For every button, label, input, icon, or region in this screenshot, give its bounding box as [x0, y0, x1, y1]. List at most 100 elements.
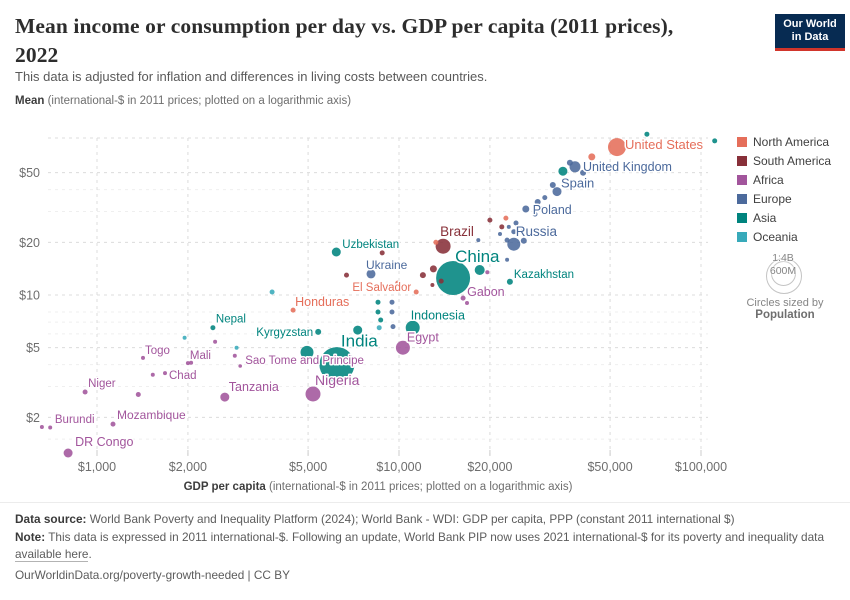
- data-point-togo[interactable]: [141, 355, 145, 360]
- data-point[interactable]: [433, 239, 439, 245]
- data-point[interactable]: [506, 224, 511, 229]
- legend-item-asia[interactable]: Asia: [737, 208, 831, 227]
- data-point[interactable]: [182, 335, 187, 340]
- data-point[interactable]: [390, 324, 396, 330]
- data-point[interactable]: [232, 353, 237, 358]
- legend-swatch: [737, 136, 747, 147]
- data-point[interactable]: [476, 238, 481, 243]
- data-point[interactable]: [513, 220, 519, 226]
- data-point[interactable]: [269, 289, 275, 295]
- data-point[interactable]: [505, 257, 510, 262]
- data-point-niger[interactable]: [82, 389, 88, 395]
- data-point[interactable]: [429, 265, 437, 273]
- data-point-tanzania[interactable]: [220, 392, 230, 402]
- data-point[interactable]: [712, 138, 718, 144]
- x-tick-label: $100,000: [675, 460, 727, 474]
- data-point-uzbekistan[interactable]: [331, 247, 341, 257]
- data-point[interactable]: [644, 131, 650, 137]
- data-point-united-states[interactable]: [608, 138, 626, 157]
- x-tick-label: $50,000: [587, 460, 632, 474]
- data-point-nepal[interactable]: [210, 325, 216, 331]
- data-point[interactable]: [580, 169, 587, 176]
- available-here-link[interactable]: available here: [15, 546, 89, 562]
- data-point[interactable]: [542, 195, 548, 201]
- country-label-mali: Mali: [190, 350, 211, 362]
- data-point-mozambique[interactable]: [110, 421, 116, 427]
- data-point[interactable]: [375, 299, 381, 305]
- data-point[interactable]: [474, 265, 485, 275]
- data-point[interactable]: [48, 425, 53, 430]
- note-label: Note:: [15, 530, 46, 544]
- data-point[interactable]: [379, 250, 385, 256]
- data-point-dr-congo[interactable]: [63, 448, 73, 458]
- data-point[interactable]: [300, 345, 314, 359]
- legend-item-europe[interactable]: Europe: [737, 189, 831, 208]
- country-label-niger: Niger: [88, 378, 116, 390]
- data-point-spain[interactable]: [552, 187, 562, 197]
- data-point[interactable]: [558, 166, 568, 176]
- data-point[interactable]: [375, 309, 381, 315]
- data-point[interactable]: [520, 237, 527, 244]
- data-point[interactable]: [430, 283, 435, 287]
- data-point-honduras[interactable]: [290, 307, 296, 313]
- data-point[interactable]: [378, 317, 384, 323]
- data-point-russia[interactable]: [507, 237, 521, 251]
- data-point-mali[interactable]: [185, 361, 190, 366]
- data-point[interactable]: [389, 299, 395, 305]
- legend-item-oceania[interactable]: Oceania: [737, 227, 831, 246]
- data-point-egypt[interactable]: [395, 340, 410, 355]
- data-point-sao-tome-and-principe[interactable]: [238, 364, 242, 368]
- data-point-brazil[interactable]: [435, 238, 451, 254]
- data-point-burundi[interactable]: [39, 425, 44, 429]
- data-point-indonesia[interactable]: [405, 320, 420, 335]
- data-point[interactable]: [549, 182, 556, 188]
- data-point-india[interactable]: [319, 347, 355, 383]
- data-point-ukraine[interactable]: [366, 269, 376, 279]
- data-point[interactable]: [395, 280, 401, 286]
- data-point[interactable]: [353, 325, 363, 335]
- population-size-legend: 1:4B 600M: [728, 248, 838, 294]
- legend-item-south-america[interactable]: South America: [737, 151, 831, 170]
- data-point[interactable]: [499, 224, 505, 230]
- y-axis-title: Mean (international-$ in 2011 prices; pl…: [15, 95, 351, 107]
- data-point[interactable]: [465, 301, 469, 305]
- x-tick-label: $2,000: [169, 460, 207, 474]
- data-point[interactable]: [438, 278, 444, 284]
- data-point-china[interactable]: [436, 261, 471, 295]
- data-point[interactable]: [376, 325, 382, 331]
- data-point[interactable]: [485, 270, 490, 275]
- data-point[interactable]: [539, 206, 544, 210]
- data-point[interactable]: [487, 217, 493, 223]
- owid-logo[interactable]: Our World in Data: [775, 14, 845, 51]
- data-point[interactable]: [419, 272, 426, 279]
- data-point[interactable]: [511, 229, 517, 235]
- data-point[interactable]: [150, 372, 155, 377]
- legend-item-africa[interactable]: Africa: [737, 170, 831, 189]
- data-point[interactable]: [213, 339, 218, 344]
- data-point[interactable]: [503, 215, 509, 221]
- data-point[interactable]: [234, 345, 239, 350]
- data-point-gabon[interactable]: [460, 295, 466, 301]
- data-point[interactable]: [498, 232, 502, 236]
- data-point-chad[interactable]: [163, 371, 167, 376]
- data-point-nigeria[interactable]: [305, 386, 321, 402]
- data-point[interactable]: [344, 272, 349, 278]
- y-tick-label: $20: [19, 236, 40, 250]
- data-point-kyrgyzstan[interactable]: [315, 328, 322, 335]
- data-point-el-salvador[interactable]: [413, 289, 419, 295]
- data-point[interactable]: [504, 237, 510, 243]
- data-point[interactable]: [521, 227, 526, 232]
- data-point[interactable]: [135, 392, 141, 397]
- data-point[interactable]: [389, 309, 395, 315]
- size-legend-inner-circle: [771, 261, 796, 286]
- legend-item-north-america[interactable]: North America: [737, 132, 831, 151]
- scatter-plot: $2 $5 $10 $20 $50 $1,000 $2,000 $5,000 $10,000 $2…: [15, 95, 727, 493]
- data-point[interactable]: [534, 199, 541, 205]
- data-point[interactable]: [566, 159, 573, 166]
- data-point[interactable]: [588, 153, 596, 161]
- data-point-poland[interactable]: [522, 205, 530, 213]
- data-point[interactable]: [189, 360, 194, 365]
- data-point-kazakhstan[interactable]: [506, 278, 513, 285]
- data-point[interactable]: [532, 211, 538, 217]
